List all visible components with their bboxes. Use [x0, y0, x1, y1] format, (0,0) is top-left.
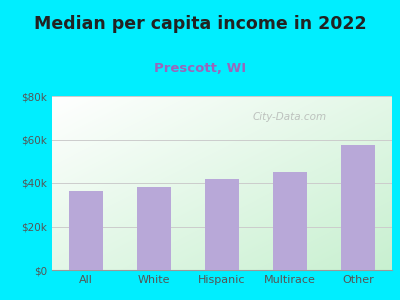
Text: City-Data.com: City-Data.com	[253, 112, 327, 122]
Text: Prescott, WI: Prescott, WI	[154, 61, 246, 74]
Bar	[205, 178, 239, 270]
Bar	[341, 145, 375, 270]
Bar	[273, 172, 307, 270]
Bar	[137, 187, 171, 270]
Bar	[69, 190, 103, 270]
Text: Median per capita income in 2022: Median per capita income in 2022	[34, 15, 366, 33]
